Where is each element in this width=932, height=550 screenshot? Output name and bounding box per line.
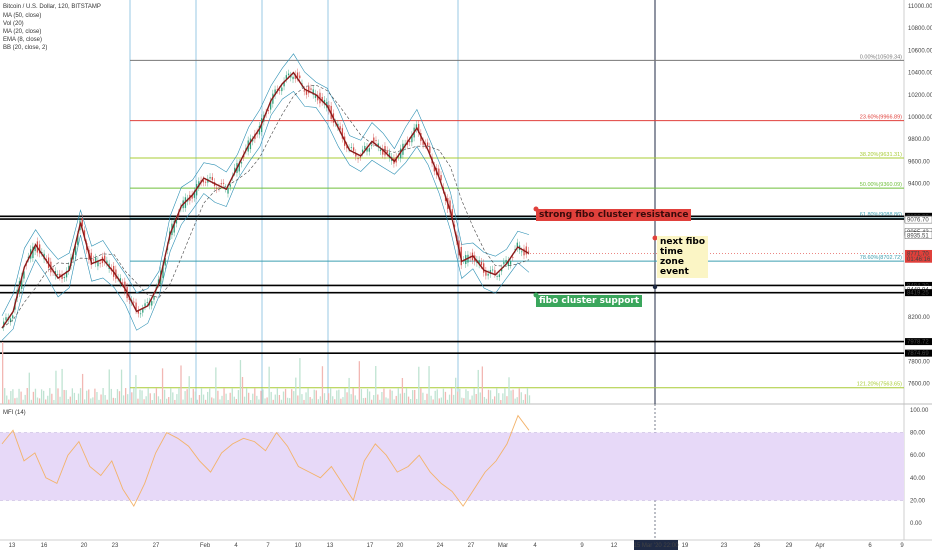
- y-tick-3: 10400.00: [908, 71, 932, 77]
- x-tick-2: 20: [81, 543, 88, 549]
- y-tick-8: 9400.00: [908, 182, 930, 188]
- price-tag-bg-5: [904, 231, 932, 239]
- indicator-ma20-label: MA (20, close): [3, 29, 42, 35]
- x-tick-23: Apr: [815, 543, 824, 549]
- price-tag-10: 8419.25: [907, 291, 929, 297]
- x-tick-22: 29: [786, 543, 793, 549]
- x-tick-8: 10: [295, 543, 302, 549]
- x-tick-17: 12: [611, 543, 618, 549]
- mfi-label: MFI (14): [3, 410, 26, 416]
- chart-title: Bitcoin / U.S. Dollar, 120, BITSTAMP: [3, 4, 101, 10]
- next-event-line-4: event: [660, 267, 689, 277]
- price-tag-6: 8771.70: [907, 251, 929, 257]
- x-tick-18: 15 Mar '20 22:00: [634, 543, 680, 549]
- x-tick-24: 6: [868, 543, 872, 549]
- x-tick-3: 23: [112, 543, 119, 549]
- price-tag-bg-10: [905, 289, 932, 297]
- x-tick-7: 7: [266, 543, 270, 549]
- mfi-line: [1, 414, 530, 508]
- price-tag-bg-11: [905, 338, 932, 346]
- price-line: [1, 71, 530, 329]
- fib-label-2: 38.20%(9631.31): [860, 152, 902, 158]
- bb-upper: [1, 53, 530, 317]
- price-tag-12: 7874.69: [907, 351, 929, 357]
- bb-lower: [1, 90, 530, 341]
- next-event-annotation[interactable]: next fibo time zone event: [657, 236, 709, 278]
- fib-label-1: 23.60%(9966.89): [860, 115, 902, 121]
- fib-label-0: 0.00%(10509.34): [860, 54, 902, 60]
- mfi-tick-5: 0.00: [910, 521, 922, 527]
- x-tick-19: 19: [682, 543, 689, 549]
- price-tag-bg-6: [905, 249, 932, 257]
- price-axis-bg: [904, 0, 932, 550]
- mfi-tick-4: 20.00: [910, 498, 926, 504]
- price-tag-bg-8: [905, 281, 932, 289]
- y-tick-4: 10200.00: [908, 93, 932, 99]
- y-tick-2: 10600.00: [908, 48, 932, 54]
- y-tick-6: 9800.00: [908, 137, 930, 143]
- next-event-line-3: zone: [660, 257, 684, 267]
- y-tick-11: 7600.00: [908, 382, 930, 388]
- y-tick-7: 9600.00: [908, 159, 930, 165]
- x-tick-4: 27: [153, 543, 160, 549]
- x-tick-25: 9: [900, 543, 904, 549]
- x-tick-9: 13: [327, 543, 334, 549]
- y-tick-9: 8200.00: [908, 315, 930, 321]
- x-tick-12: 24: [437, 543, 444, 549]
- x-tick-0: 13: [9, 543, 16, 549]
- x-tick-21: 26: [754, 543, 761, 549]
- mfi-tick-0: 100.00: [910, 408, 929, 414]
- next-event-marker: [652, 235, 658, 241]
- y-tick-10: 7800.00: [908, 359, 930, 365]
- cursor-point: [652, 284, 658, 290]
- x-tick-13: 27: [468, 543, 475, 549]
- x-tick-16: 9: [580, 543, 584, 549]
- x-tick-5: Feb: [200, 543, 211, 549]
- indicator-ma50-label: MA (50, close): [3, 13, 42, 19]
- price-tag-bg-12: [905, 349, 932, 357]
- mfi-tick-3: 40.00: [910, 476, 926, 482]
- price-tag-7: 01:46:16: [907, 257, 931, 263]
- y-tick-5: 10000.00: [908, 115, 932, 121]
- y-tick-0: 11000.00: [908, 4, 932, 10]
- price-tag-3: 9076.70: [907, 218, 929, 224]
- resistance-annotation[interactable]: strong fibo cluster resistance: [536, 209, 692, 221]
- fib-label-3: 50.00%(9360.09): [860, 182, 902, 188]
- mfi-band: [0, 432, 904, 501]
- x-tick-highlight-bg: [634, 540, 678, 550]
- price-tag-11: 7978.72: [907, 340, 929, 346]
- indicator-bb-label: BB (20, close, 2): [3, 45, 48, 51]
- ma-line: [1, 84, 530, 329]
- support-annotation[interactable]: fibo cluster support: [536, 295, 643, 307]
- volume-bars: [2, 342, 531, 404]
- price-panel-bg: [0, 0, 904, 404]
- x-tick-14: Mar: [498, 543, 508, 549]
- fib-label-5: 78.60%(8702.72): [860, 255, 902, 261]
- indicator-ema8-label: EMA (8, close): [3, 37, 43, 43]
- y-tick-1: 10800.00: [908, 26, 932, 32]
- x-tick-6: 4: [234, 543, 238, 549]
- price-tag-bg-3: [904, 215, 932, 224]
- x-tick-10: 17: [367, 543, 374, 549]
- next-event-line-2: time: [660, 247, 683, 257]
- mfi-tick-1: 80.00: [910, 431, 926, 437]
- price-tag-5: 8935.51: [907, 233, 929, 239]
- x-tick-1: 16: [41, 543, 48, 549]
- fib-label-4: 61.80%(9088.86): [860, 212, 902, 218]
- mfi-tick-2: 60.00: [910, 453, 926, 459]
- next-event-line-1: next fibo: [660, 237, 706, 247]
- price-tag-bg-7: [905, 255, 932, 263]
- x-tick-15: 4: [533, 543, 537, 549]
- fib-label-6: 121.20%(7563.65): [857, 382, 902, 388]
- indicator-vol-label: Vol (20): [3, 21, 24, 27]
- x-tick-11: 20: [397, 543, 404, 549]
- x-tick-20: 23: [721, 543, 728, 549]
